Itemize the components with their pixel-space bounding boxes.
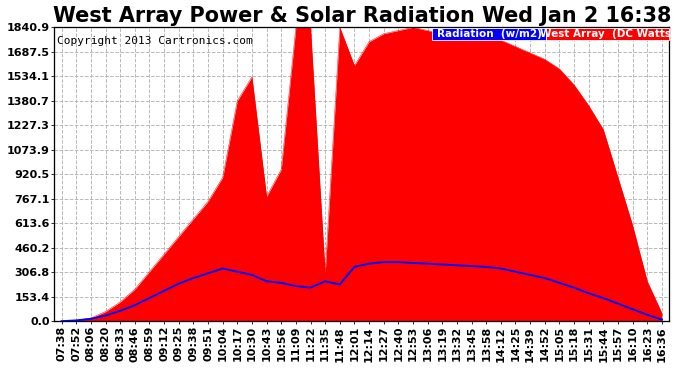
FancyBboxPatch shape — [433, 28, 546, 40]
FancyBboxPatch shape — [546, 28, 669, 40]
Text: Copyright 2013 Cartronics.com: Copyright 2013 Cartronics.com — [57, 36, 253, 46]
Text: Radiation  (w/m2): Radiation (w/m2) — [437, 29, 542, 39]
Text: West Array  (DC Watts): West Array (DC Watts) — [540, 29, 676, 39]
Title: West Array Power & Solar Radiation Wed Jan 2 16:38: West Array Power & Solar Radiation Wed J… — [52, 6, 671, 26]
